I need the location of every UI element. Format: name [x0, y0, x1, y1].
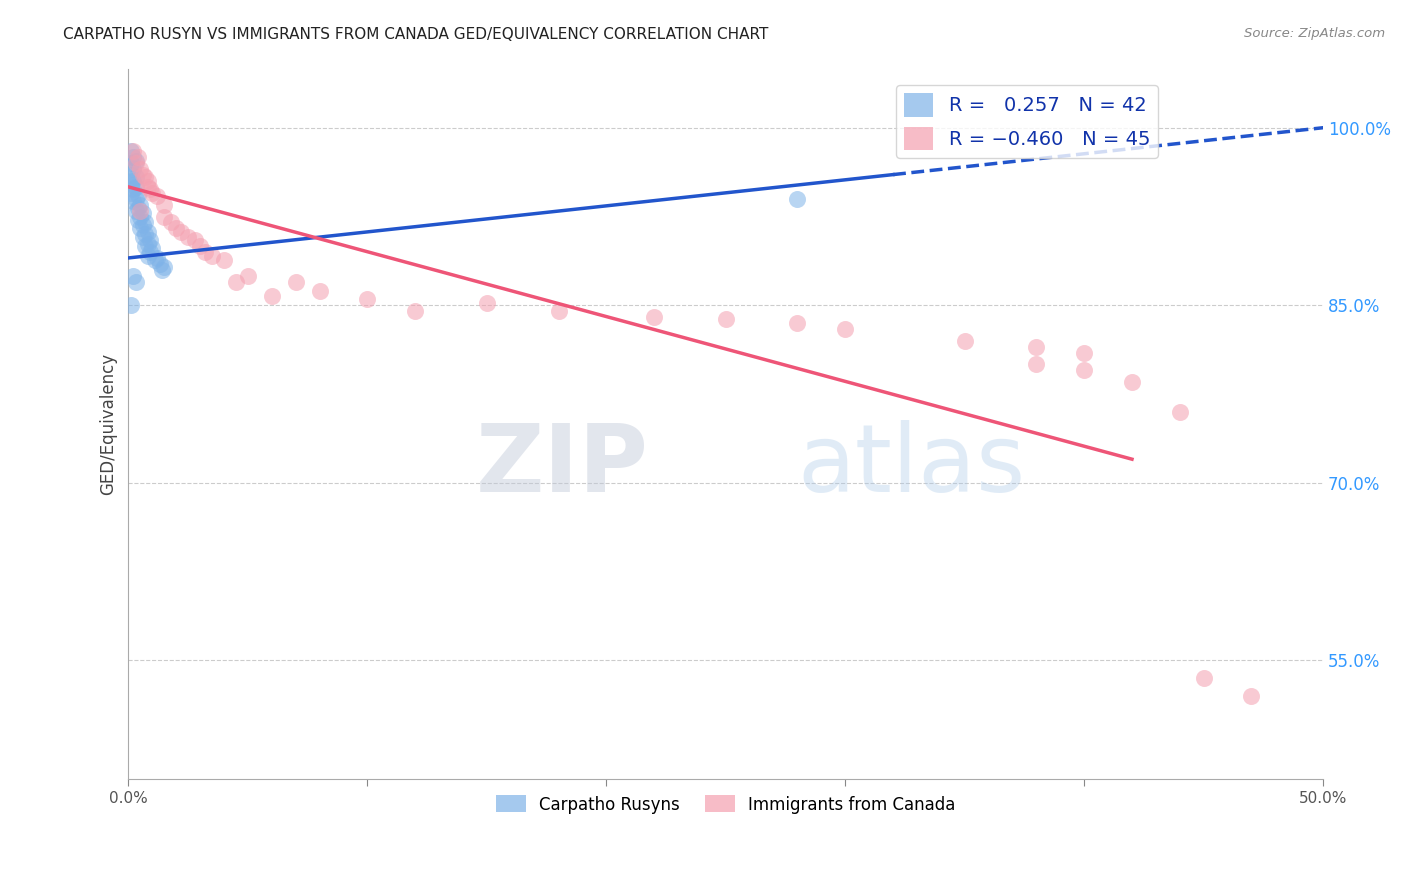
Point: [122, 145, 145, 159]
Point: [136, 236, 159, 251]
Point: [150, 262, 173, 277]
Point: [120, 186, 142, 200]
Point: [122, 182, 145, 196]
Point: [132, 229, 155, 244]
Point: [127, 150, 149, 164]
Point: [1025, 340, 1047, 354]
Point: [153, 260, 176, 275]
Point: [124, 275, 146, 289]
Point: [127, 201, 149, 215]
Point: [1073, 345, 1095, 359]
Point: [122, 162, 145, 177]
Point: [127, 213, 149, 227]
Point: [953, 334, 976, 348]
Point: [141, 186, 163, 200]
Point: [160, 215, 183, 229]
Point: [475, 296, 498, 310]
Point: [404, 304, 426, 318]
Point: [1073, 363, 1095, 377]
Point: [129, 221, 152, 235]
Point: [194, 245, 217, 260]
Legend: R =   0.257   N = 42, R = −0.460   N = 45: R = 0.257 N = 42, R = −0.460 N = 45: [897, 86, 1159, 158]
Point: [124, 203, 146, 218]
Point: [120, 298, 142, 312]
Point: [356, 293, 378, 307]
Point: [122, 194, 145, 208]
Point: [120, 178, 142, 192]
Point: [120, 145, 142, 159]
Point: [188, 239, 211, 253]
Point: [134, 215, 156, 229]
Point: [260, 289, 283, 303]
Text: atlas: atlas: [797, 420, 1026, 512]
Point: [1121, 376, 1143, 390]
Point: [139, 233, 162, 247]
Point: [134, 170, 156, 185]
Point: [212, 253, 235, 268]
Point: [136, 180, 159, 194]
Point: [136, 225, 159, 239]
Point: [643, 310, 665, 325]
Point: [236, 268, 259, 283]
Point: [122, 150, 145, 164]
Point: [132, 218, 155, 232]
Point: [1192, 671, 1215, 685]
Point: [122, 268, 145, 283]
Point: [170, 225, 193, 239]
Point: [136, 249, 159, 263]
Text: Source: ZipAtlas.com: Source: ZipAtlas.com: [1244, 27, 1385, 40]
Point: [184, 233, 207, 247]
Point: [547, 304, 569, 318]
Point: [148, 257, 170, 271]
Point: [1168, 405, 1191, 419]
Point: [308, 284, 330, 298]
Point: [143, 253, 166, 268]
Text: ZIP: ZIP: [475, 420, 648, 512]
Point: [284, 275, 307, 289]
Point: [134, 239, 156, 253]
Point: [124, 170, 146, 185]
Point: [177, 229, 200, 244]
Point: [132, 168, 155, 182]
Point: [134, 227, 156, 242]
Point: [141, 242, 163, 256]
Point: [120, 156, 142, 170]
Point: [153, 197, 176, 211]
Point: [146, 251, 169, 265]
Point: [1240, 689, 1263, 703]
Point: [129, 162, 152, 177]
Point: [129, 203, 152, 218]
Point: [129, 210, 152, 224]
Point: [139, 182, 162, 196]
Point: [124, 153, 146, 168]
Point: [1025, 358, 1047, 372]
Point: [122, 174, 145, 188]
Point: [146, 189, 169, 203]
Point: [129, 197, 152, 211]
Point: [225, 275, 247, 289]
Point: [124, 156, 146, 170]
Point: [127, 188, 149, 202]
Text: CARPATHO RUSYN VS IMMIGRANTS FROM CANADA GED/EQUIVALENCY CORRELATION CHART: CARPATHO RUSYN VS IMMIGRANTS FROM CANADA…: [63, 27, 769, 42]
Point: [165, 221, 187, 235]
Point: [124, 180, 146, 194]
Point: [124, 192, 146, 206]
Point: [120, 168, 142, 182]
Point: [714, 312, 737, 326]
Y-axis label: GED/Equivalency: GED/Equivalency: [100, 352, 117, 495]
Point: [201, 249, 224, 263]
Point: [786, 192, 808, 206]
Point: [834, 322, 856, 336]
Point: [153, 210, 176, 224]
Point: [786, 316, 808, 330]
Point: [139, 245, 162, 260]
Point: [136, 174, 159, 188]
Point: [132, 206, 155, 220]
